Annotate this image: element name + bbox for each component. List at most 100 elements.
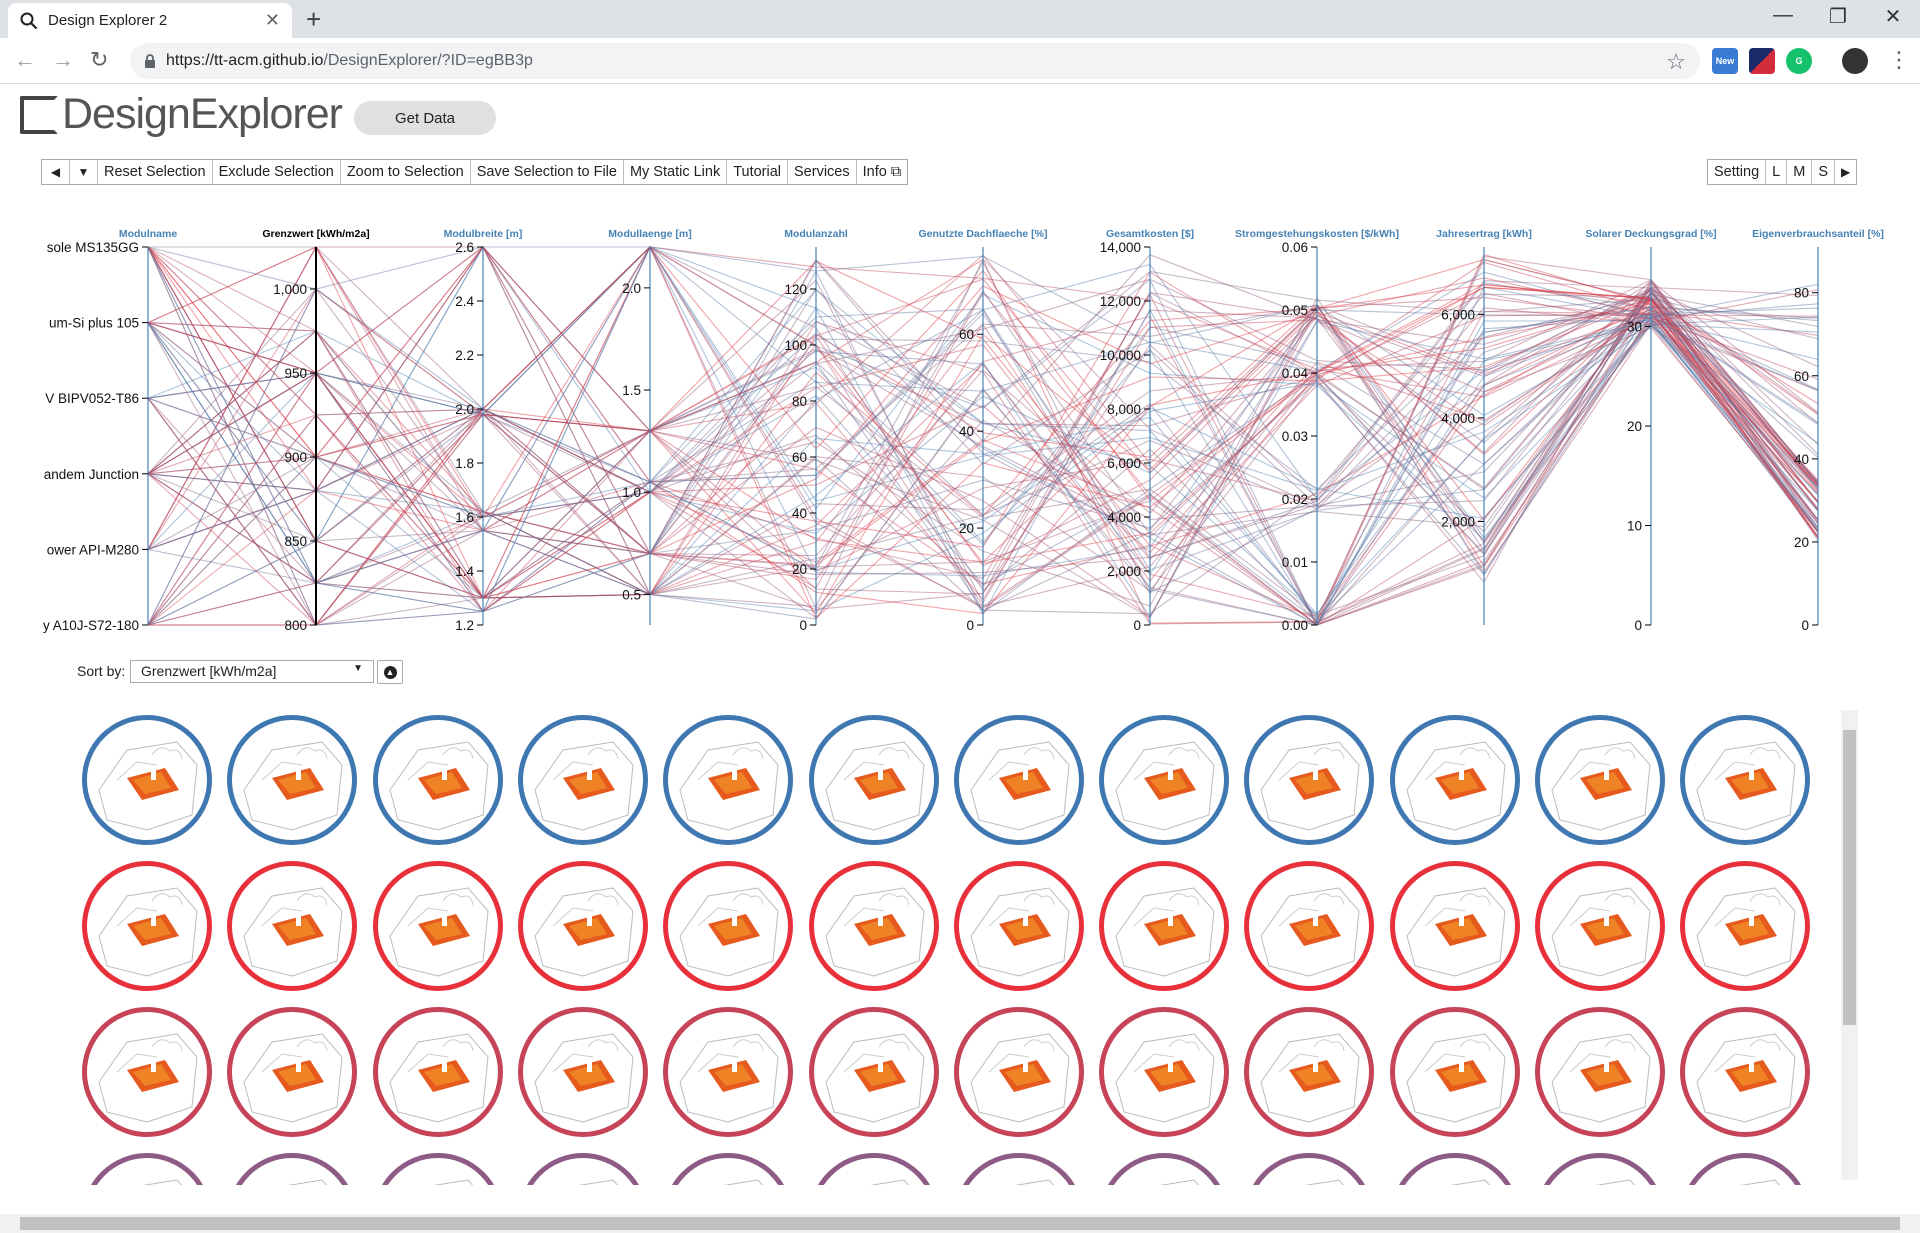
design-thumbnail[interactable] <box>808 715 939 845</box>
design-thumbnail[interactable] <box>1244 1153 1375 1185</box>
design-thumbnail[interactable] <box>808 1007 939 1137</box>
horizontal-scrollbar[interactable] <box>0 1214 1920 1233</box>
design-thumbnail[interactable] <box>1389 1007 1520 1137</box>
new-tab-icon[interactable]: + <box>306 4 322 34</box>
caret-right-icon[interactable]: ▶ <box>1841 165 1851 179</box>
close-tab-icon[interactable]: ✕ <box>264 10 280 30</box>
design-thumbnail[interactable] <box>1389 861 1520 991</box>
size-medium-button[interactable]: M <box>1787 160 1813 184</box>
design-thumbnail[interactable] <box>1535 1153 1665 1185</box>
axis-10[interactable]: Eigenverbrauchsanteil [%] 0 20 40 60 80 <box>1752 228 1884 633</box>
design-thumbnail[interactable] <box>808 861 939 991</box>
axis-5[interactable]: Genutzte Dachflaeche [%] 0 20 40 60 <box>919 228 1048 633</box>
axis-3[interactable]: Modullaenge [m] 0.5 1.0 1.5 2.0 <box>608 228 692 625</box>
design-thumbnail[interactable] <box>1099 1153 1230 1185</box>
design-thumbnail[interactable] <box>227 1153 358 1185</box>
design-thumbnail[interactable] <box>808 1153 939 1185</box>
design-thumbnail[interactable] <box>372 715 503 845</box>
reload-icon[interactable]: ↻ <box>90 47 109 72</box>
design-thumbnail[interactable] <box>1535 861 1665 991</box>
axis-1[interactable]: Grenzwert [kWh/m2a] 800 850 900 950 1,000 <box>262 228 369 633</box>
design-thumbnail[interactable] <box>372 1153 503 1185</box>
design-thumbnail[interactable] <box>1535 1007 1665 1137</box>
tick-label: 8,000 <box>1107 402 1141 417</box>
reset-selection-button[interactable]: Reset Selection <box>98 160 213 184</box>
horizontal-scrollbar-thumb[interactable] <box>20 1217 1900 1230</box>
axis-title: Jahresertrag [kWh] <box>1436 228 1532 240</box>
design-thumbnail[interactable] <box>1099 861 1230 991</box>
design-thumbnail[interactable] <box>1680 1153 1811 1185</box>
design-thumbnail[interactable] <box>1244 861 1375 991</box>
axis-4[interactable]: Modulanzahl 0 20 40 60 80 100 120 <box>784 228 848 633</box>
info-button[interactable]: Info ⧉ <box>862 164 902 180</box>
sort-direction-button[interactable]: ▲ <box>377 660 403 684</box>
design-thumbnail[interactable] <box>82 715 212 845</box>
design-thumbnail[interactable] <box>517 715 648 845</box>
browser-tab[interactable]: Design Explorer 2 ✕ <box>8 3 292 38</box>
forward-icon[interactable]: → <box>52 47 74 72</box>
vertical-scrollbar[interactable] <box>1841 710 1858 1180</box>
axis-7[interactable]: Stromgestehungskosten [$/kWh] 0.00 0.01 0.0… <box>1235 228 1399 633</box>
design-thumbnail[interactable] <box>517 861 648 991</box>
services-button[interactable]: Services <box>788 160 857 184</box>
design-thumbnail[interactable] <box>1535 715 1665 845</box>
avatar[interactable] <box>1842 48 1868 74</box>
vertical-scrollbar-thumb[interactable] <box>1843 730 1856 1025</box>
caret-down-icon[interactable]: ▼ <box>70 160 98 184</box>
design-thumbnail[interactable] <box>517 1007 648 1137</box>
design-thumbnail[interactable] <box>1680 861 1811 991</box>
design-thumbnail[interactable] <box>663 861 794 991</box>
extension-flag-icon[interactable] <box>1749 48 1775 74</box>
get-data-button[interactable]: Get Data <box>354 101 496 135</box>
design-thumbnail[interactable] <box>227 861 358 991</box>
url-input[interactable]: https://tt-acm.github.io/DesignExplorer/… <box>130 43 1700 79</box>
design-thumbnail[interactable] <box>227 1007 358 1137</box>
design-thumbnail[interactable] <box>372 1007 503 1137</box>
design-thumbnail[interactable] <box>372 861 503 991</box>
size-small-button[interactable]: S <box>1812 160 1835 184</box>
window-close-icon[interactable]: ✕ <box>1884 6 1902 28</box>
design-thumbnail[interactable] <box>517 1153 648 1185</box>
browser-menu-icon[interactable]: ⋮ <box>1888 47 1910 72</box>
design-thumbnail[interactable] <box>82 1153 212 1185</box>
axis-8[interactable]: Jahresertrag [kWh] 2,000 4,000 6,000 <box>1436 228 1532 625</box>
save-selection-button[interactable]: Save Selection to File <box>471 160 624 184</box>
design-thumbnail[interactable] <box>1099 715 1230 845</box>
design-thumbnail[interactable] <box>1244 715 1375 845</box>
axis-2[interactable]: Modulbreite [m] 1.2 1.4 1.6 1.8 2.0 2.2 2.4 2.6 <box>444 228 523 633</box>
axis-9[interactable]: Solarer Deckungsgrad [%] 0 10 20 30 <box>1585 228 1716 633</box>
design-thumbnail[interactable] <box>1680 715 1811 845</box>
design-thumbnail[interactable] <box>82 861 212 991</box>
sort-select[interactable]: Grenzwert [kWh/m2a] ▼ <box>130 660 374 683</box>
design-thumbnail[interactable] <box>1680 1007 1811 1137</box>
tutorial-button[interactable]: Tutorial <box>727 160 789 184</box>
back-icon[interactable]: ← <box>14 47 36 72</box>
design-thumbnail[interactable] <box>953 861 1084 991</box>
axis-6[interactable]: Gesamtkosten [$] 0 2,000 4,000 6,000 8,000 10,… <box>1100 228 1194 633</box>
exclude-selection-button[interactable]: Exclude Selection <box>213 160 341 184</box>
design-thumbnail[interactable] <box>1099 1007 1230 1137</box>
minimize-icon[interactable]: — <box>1773 4 1793 26</box>
design-thumbnail[interactable] <box>663 715 794 845</box>
design-thumbnail[interactable] <box>953 1007 1084 1137</box>
design-thumbnail[interactable] <box>1244 1007 1375 1137</box>
design-thumbnail[interactable] <box>663 1007 794 1137</box>
restore-icon[interactable]: ❐ <box>1829 6 1847 28</box>
design-thumbnail[interactable] <box>953 715 1084 845</box>
bookmark-star-icon[interactable]: ☆ <box>1666 49 1686 74</box>
setting-button[interactable]: Setting <box>1708 160 1767 184</box>
design-thumbnail[interactable] <box>1389 715 1520 845</box>
extension-new-icon[interactable]: New <box>1712 48 1738 74</box>
size-large-button[interactable]: L <box>1766 160 1788 184</box>
design-thumbnail[interactable] <box>227 715 358 845</box>
zoom-to-selection-button[interactable]: Zoom to Selection <box>341 160 471 184</box>
design-thumbnail[interactable] <box>82 1007 212 1137</box>
design-thumbnail[interactable] <box>953 1153 1084 1185</box>
static-link-button[interactable]: My Static Link <box>624 160 728 184</box>
design-thumbnail[interactable] <box>663 1153 794 1185</box>
caret-left-icon[interactable]: ◀ <box>42 160 70 184</box>
design-thumbnail[interactable] <box>1389 1153 1520 1185</box>
grammarly-icon[interactable]: G <box>1786 48 1812 74</box>
